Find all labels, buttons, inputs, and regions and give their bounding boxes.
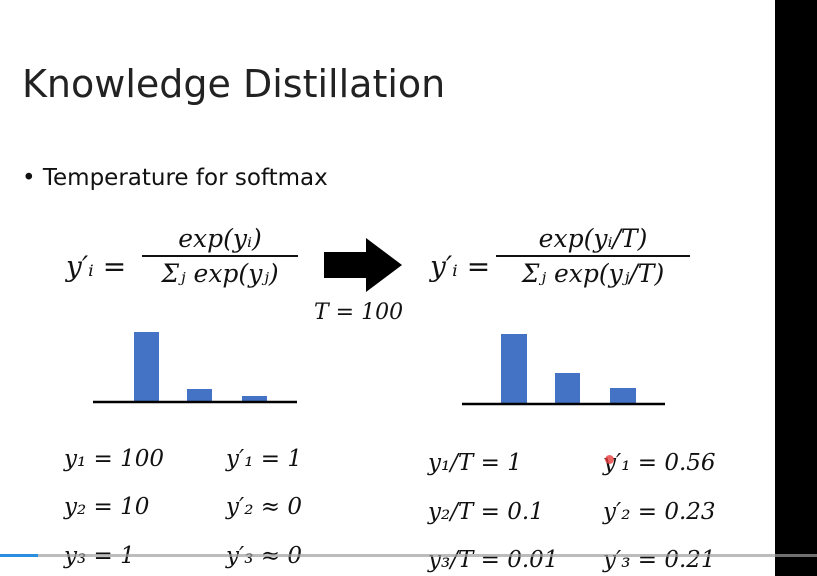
video-progress-track[interactable] xyxy=(0,554,817,557)
equation: y′₁ = 0.56 xyxy=(603,450,716,476)
denominator: Σⱼ exp(yⱼ/T) xyxy=(496,255,690,288)
equation: y′₃ = 0.21 xyxy=(603,547,716,573)
equation: y′₂ ≈ 0 xyxy=(226,494,302,520)
bar xyxy=(134,332,159,402)
numerator: exp(yᵢ) xyxy=(178,224,262,253)
formula-fraction: exp(yᵢ) Σⱼ exp(yⱼ) xyxy=(142,224,298,288)
equation: y₂/T = 0.1 xyxy=(428,499,544,525)
arrow xyxy=(324,238,402,292)
video-progress-played xyxy=(0,554,38,557)
bar xyxy=(610,388,636,404)
bullet: • Temperature for softmax xyxy=(22,165,328,191)
equation: y′₂ = 0.23 xyxy=(603,499,716,525)
bullet-text: Temperature for softmax xyxy=(42,165,328,191)
cursor-dot xyxy=(605,455,614,464)
formula-fraction: exp(yᵢ/T) Σⱼ exp(yⱼ/T) xyxy=(496,224,690,288)
bar xyxy=(555,373,580,404)
equation: y₂ = 10 xyxy=(64,494,150,520)
black-sidebar xyxy=(775,0,817,576)
bar xyxy=(501,334,527,404)
equation: y′₁ = 1 xyxy=(226,446,302,472)
numerator: exp(yᵢ/T) xyxy=(538,224,648,253)
equation: y₃/T = 0.01 xyxy=(428,547,559,573)
bar-illustrations xyxy=(93,332,665,406)
formula-lhs: y′ᵢ = xyxy=(66,250,127,283)
equation: y₁/T = 1 xyxy=(428,450,522,476)
equation: y₁ = 100 xyxy=(64,446,165,472)
bar xyxy=(242,396,267,402)
denominator: Σⱼ exp(yⱼ) xyxy=(142,255,298,288)
arrow-shape xyxy=(324,238,402,292)
formula-lhs: y′ᵢ = xyxy=(430,250,491,283)
slide-title: Knowledge Distillation xyxy=(22,62,446,106)
bar xyxy=(187,389,212,402)
arrow-label: T = 100 xyxy=(314,300,404,325)
